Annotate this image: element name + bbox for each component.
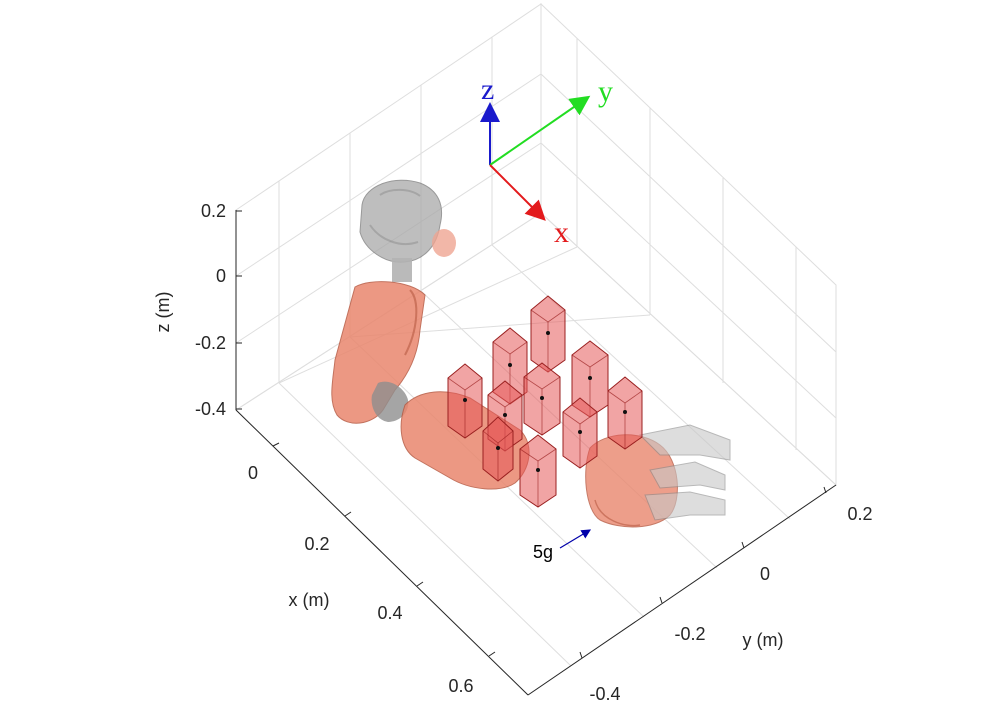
cell-center-point: [463, 398, 467, 402]
z-tick-label: 0: [216, 266, 226, 286]
shoulder-joint: [359, 179, 456, 282]
coordinate-frame: z y x: [480, 73, 613, 249]
robot-arm: [331, 179, 731, 528]
mass-annotation: 5g: [533, 529, 592, 562]
y-frame-label: y: [598, 75, 613, 108]
gripper: [638, 424, 731, 521]
z-tick-label: -0.2: [195, 333, 226, 353]
cell-center-point: [578, 430, 582, 434]
z-frame-label: z: [481, 73, 494, 106]
cell-center-point: [623, 410, 627, 414]
x-axis-label: x (m): [289, 590, 330, 610]
cell-center-point: [588, 376, 592, 380]
x-tick-labels: 0 0.2 0.4 0.6: [248, 463, 474, 696]
y-tick-label: -0.4: [589, 684, 620, 704]
y-frame-arrow: [489, 95, 591, 166]
z-tick-labels: 0.2 0 -0.2 -0.4: [195, 201, 226, 419]
y-tick-label: -0.2: [674, 624, 705, 644]
workspace-cells: [447, 295, 643, 508]
cell-center-point: [508, 363, 512, 367]
z-tick-label: 0.2: [201, 201, 226, 221]
y-tick-labels: -0.4 -0.2 0 0.2: [589, 504, 872, 704]
cell-center-point: [546, 331, 550, 335]
cell-center-point: [496, 446, 500, 450]
z-tick-label: -0.4: [195, 399, 226, 419]
x-tick-label: 0.4: [377, 603, 402, 623]
y-tick-label: 0: [760, 564, 770, 584]
cell-center-point: [540, 396, 544, 400]
y-tick-label: 0.2: [847, 504, 872, 524]
x-tick-label: 0.6: [448, 676, 473, 696]
mass-annotation-label: 5g: [533, 542, 553, 562]
x-tick-label: 0.2: [304, 534, 329, 554]
x-frame-label: x: [554, 216, 569, 249]
elbow-joint: [371, 381, 409, 422]
x-tick-label: 0: [248, 463, 258, 483]
y-axis-label: y (m): [743, 630, 784, 650]
cell-center-point: [503, 413, 507, 417]
mass-annotation-arrow: [559, 529, 592, 549]
z-axis-label: z (m): [153, 292, 173, 333]
axis-lines: [235, 210, 837, 696]
cell-center-point: [536, 468, 540, 472]
x-frame-arrow: [489, 164, 546, 221]
